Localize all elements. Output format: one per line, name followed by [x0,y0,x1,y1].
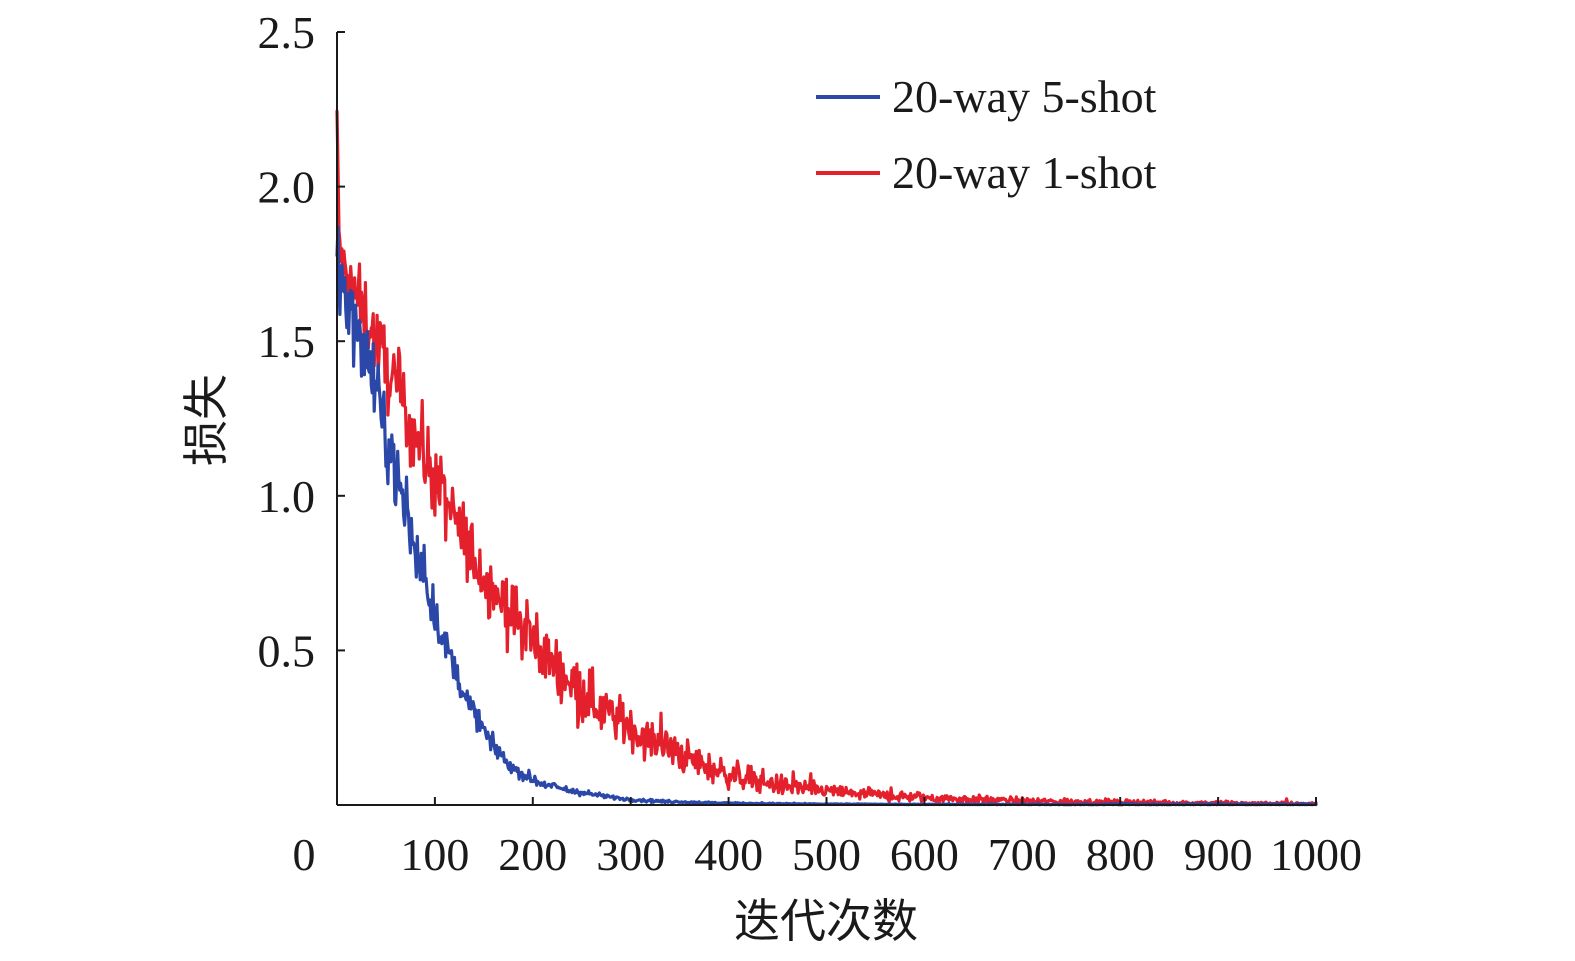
y-tick-label: 1.5 [258,316,316,367]
x-tick-label: 200 [498,829,567,880]
x-tick-label: 700 [988,829,1057,880]
x-tick-label: 400 [694,829,763,880]
x-ticks-group: 0 100 200 300 400 500 600 700 800 900 1000 [293,797,1362,880]
x-tick-label: 500 [792,829,861,880]
y-axis-title: 损失 [179,374,233,466]
axes-group [336,32,1316,806]
legend-label: 20-way 5-shot [892,71,1157,122]
x-tick-label: 300 [596,829,665,880]
y-tick-label: 2.5 [258,7,316,58]
y-tick-label: 0.5 [258,625,316,676]
x-tick-label: 0 [293,829,316,880]
y-tick-label: 1.0 [258,471,316,522]
x-tick-label: 900 [1184,829,1253,880]
x-tick-label: 1000 [1270,829,1362,880]
x-tick-label: 800 [1086,829,1155,880]
plot-series-group [335,109,1318,807]
y-tick-label: 2.0 [258,162,316,213]
x-tick-label: 600 [890,829,959,880]
x-axis-title: 迭代次数 [734,894,918,948]
legend: 20-way 5-shot 20-way 1-shot [816,71,1157,198]
series-line-5shot [335,225,1318,807]
y-ticks-group: 0.5 1.0 1.5 2.0 2.5 [258,7,345,676]
x-tick-label: 100 [400,829,469,880]
series-line-1shot [335,109,1318,807]
legend-label: 20-way 1-shot [892,147,1157,198]
